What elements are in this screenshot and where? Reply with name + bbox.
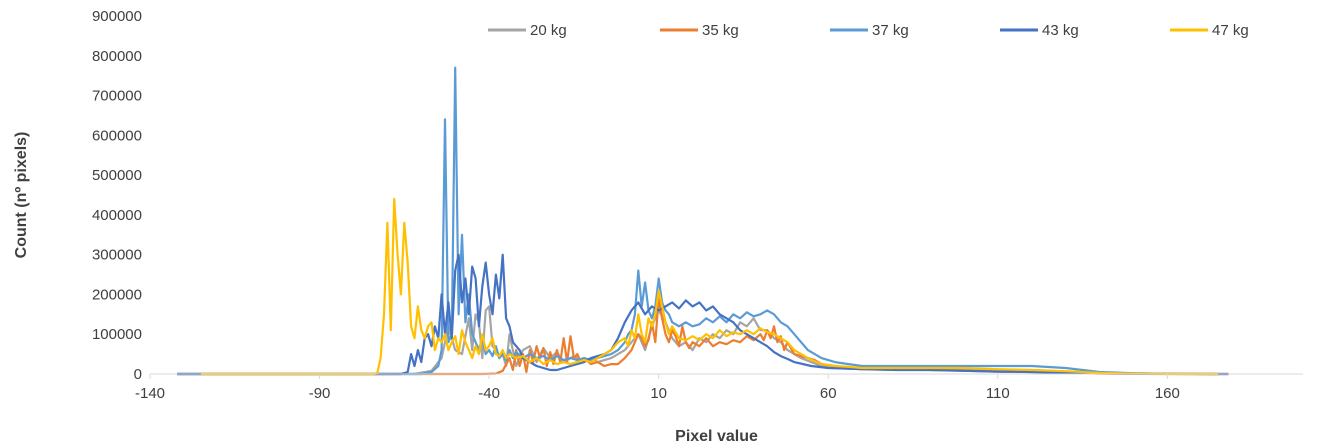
series-line-43-kg (177, 253, 1229, 376)
plot-area (177, 66, 1229, 376)
legend-label: 47 kg (1212, 22, 1249, 39)
x-tick-label: 110 (986, 385, 1010, 402)
y-tick-label: 700000 (92, 88, 142, 105)
series-line-47-kg (200, 197, 1219, 376)
y-tick-label: 200000 (92, 286, 142, 303)
y-tick-label: 900000 (92, 8, 142, 25)
y-tick-label: 500000 (92, 167, 142, 184)
legend-item: 47 kg (1170, 22, 1249, 39)
x-tick-label: -40 (478, 385, 500, 402)
x-tick-label: 160 (1155, 385, 1180, 402)
y-axis-title: Count (nº pixels) (13, 132, 30, 259)
axes: -140 -90 -40 10 60 110 160 0 100000 200000 300000… (13, 8, 1303, 445)
legend-label: 43 kg (1042, 22, 1079, 39)
x-tick-label: -140 (135, 385, 165, 402)
x-tick-label: 10 (650, 385, 667, 402)
legend-label: 35 kg (702, 22, 739, 39)
y-tick-label: 400000 (92, 207, 142, 224)
legend-item: 43 kg (1000, 22, 1079, 39)
y-tick-label: 300000 (92, 247, 142, 264)
legend-item: 37 kg (830, 22, 909, 39)
y-tick-label: 0 (134, 366, 142, 383)
y-tick-label: 600000 (92, 127, 142, 144)
legend: 20 kg 35 kg 37 kg 43 kg 47 kg (488, 22, 1249, 39)
legend-label: 20 kg (530, 22, 567, 39)
x-axis-title: Pixel value (675, 428, 758, 445)
y-tick-label: 800000 (92, 48, 142, 65)
legend-label: 37 kg (872, 22, 909, 39)
series-line-37-kg (177, 66, 1219, 376)
y-tick-labels: 0 100000 200000 300000 400000 500000 600000 700… (92, 8, 142, 383)
legend-item: 35 kg (660, 22, 739, 39)
x-tick-label: 60 (820, 385, 837, 402)
legend-item: 20 kg (488, 22, 567, 39)
x-tick-labels: -140 -90 -40 10 60 110 160 (135, 374, 1180, 402)
x-tick-label: -90 (309, 385, 331, 402)
y-tick-label: 100000 (92, 326, 142, 343)
